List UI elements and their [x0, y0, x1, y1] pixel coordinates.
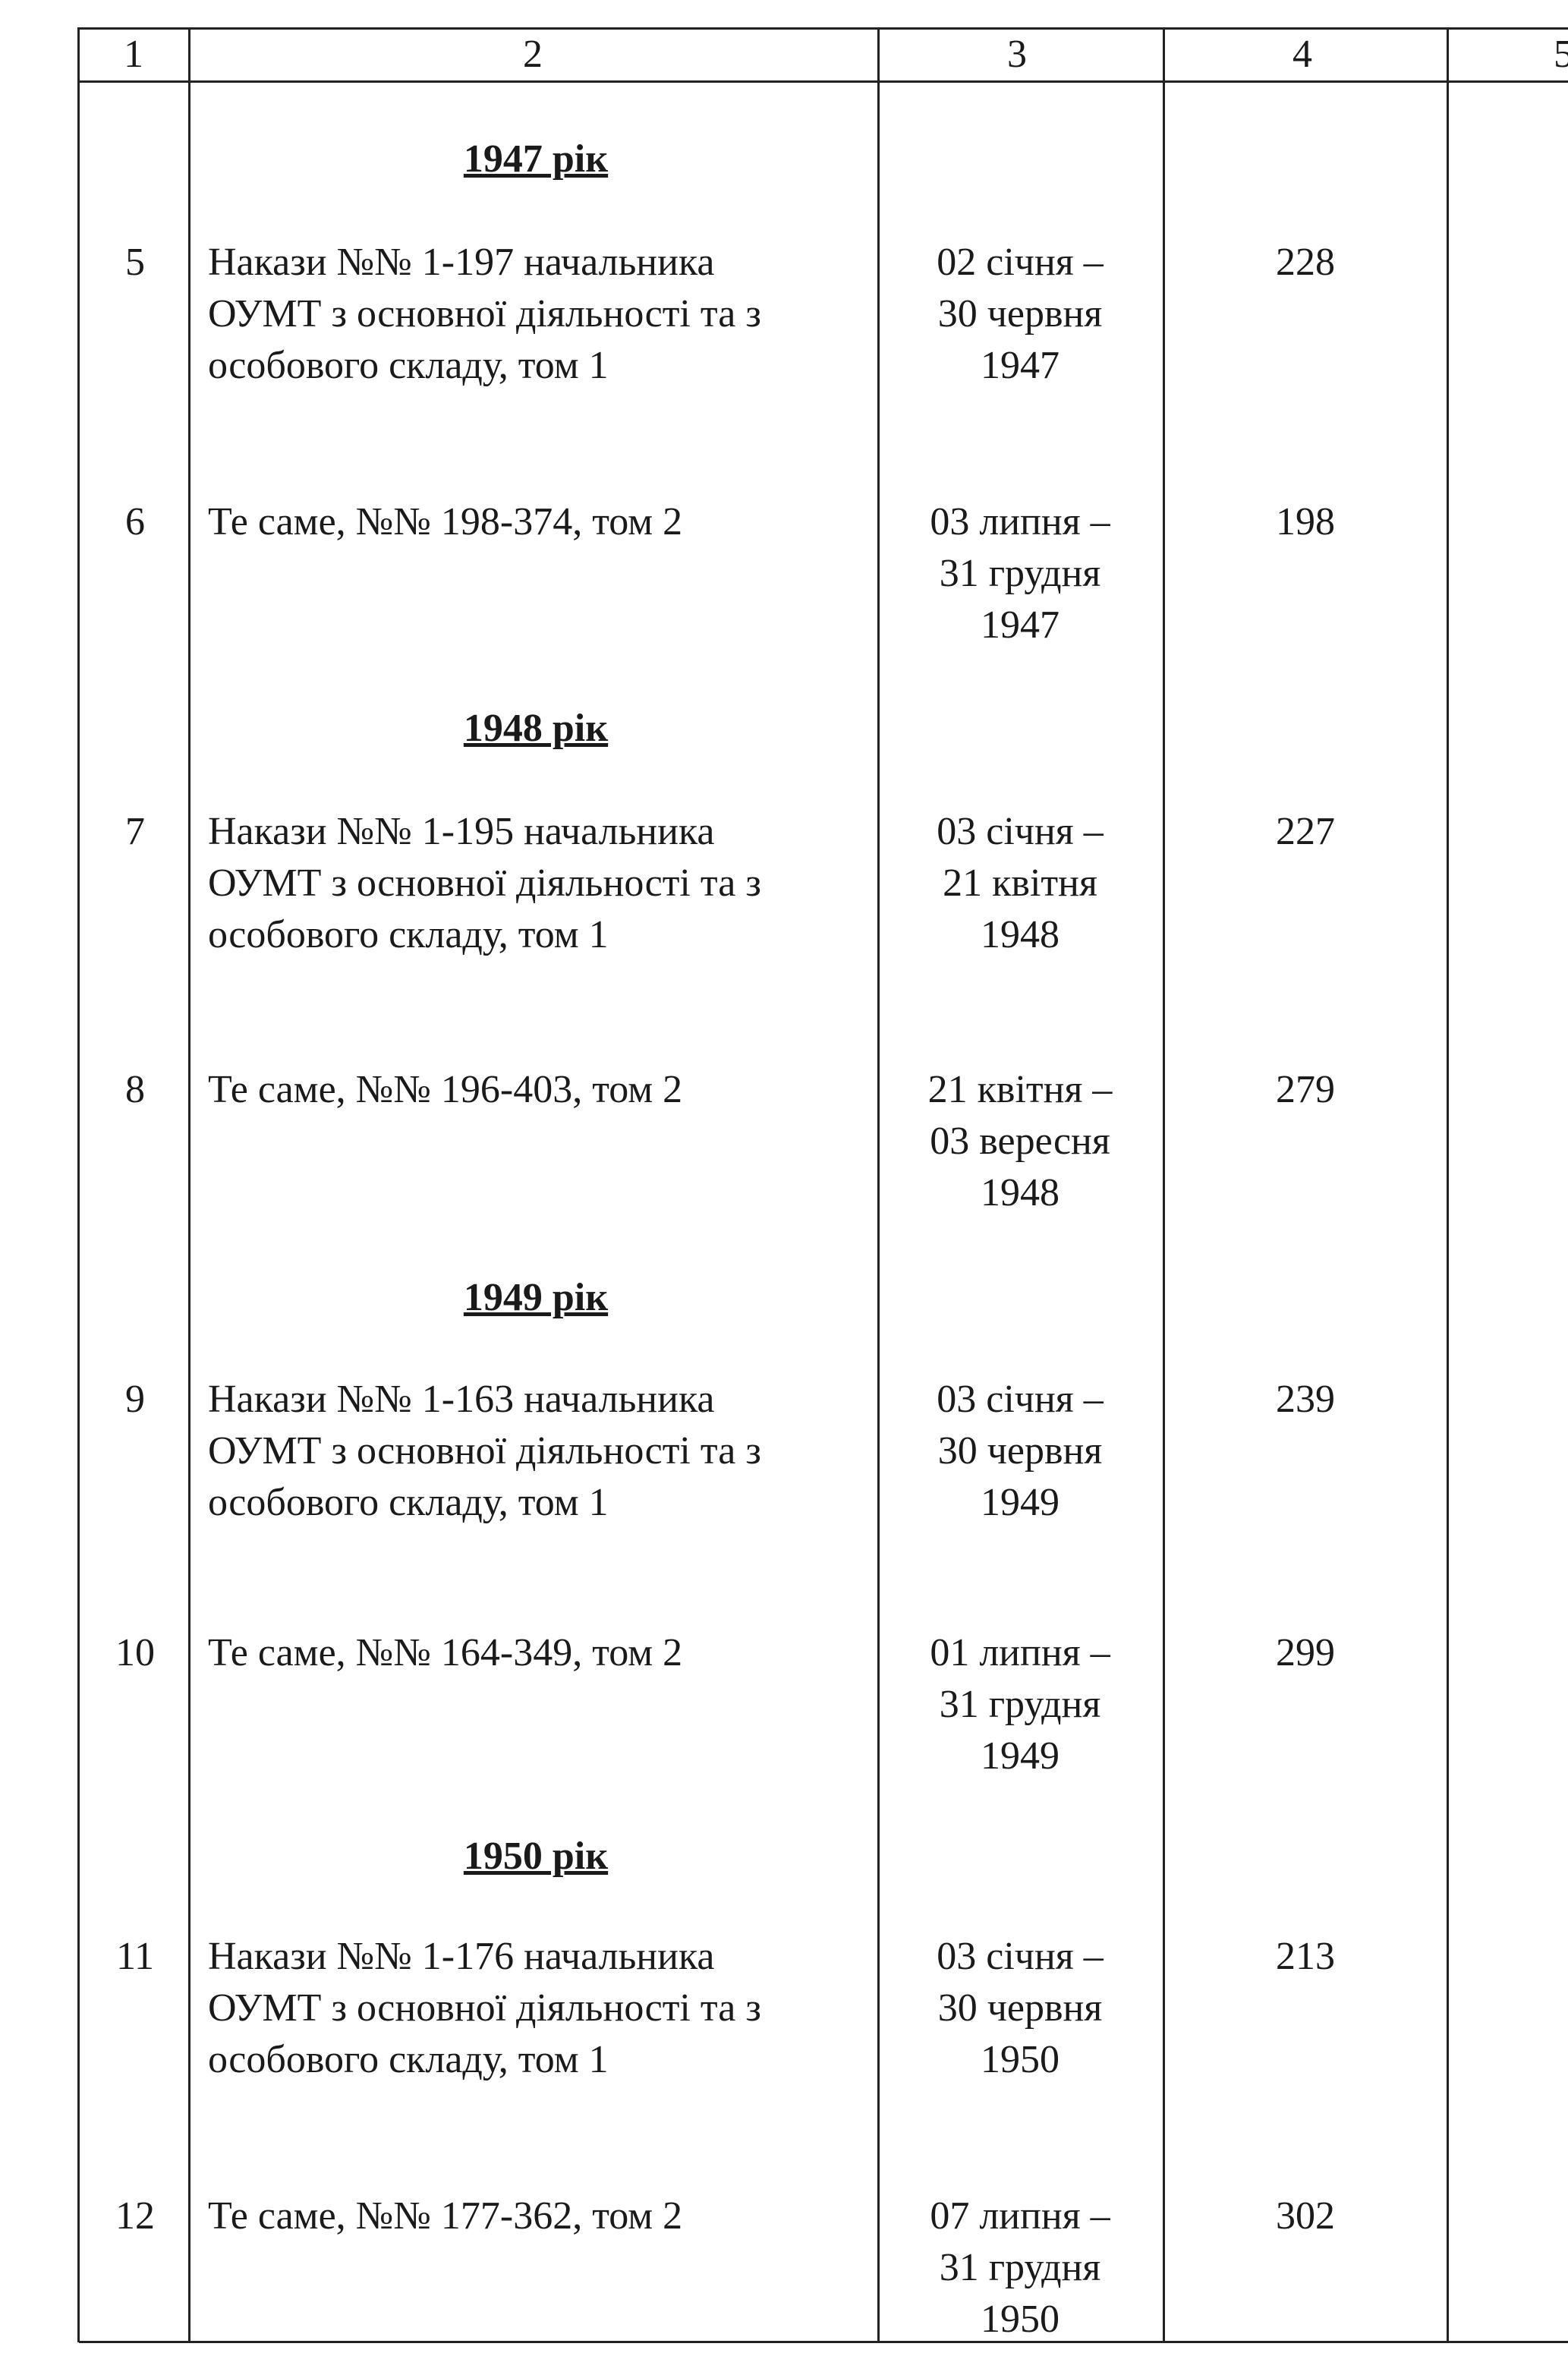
- dates: 1950: [981, 2038, 1060, 2081]
- description: Накази №№ 1-197 начальника: [208, 241, 715, 284]
- sheet-count: 279: [1276, 1068, 1335, 1111]
- dates: 03 липня –: [930, 500, 1110, 543]
- column-border: [1447, 27, 1449, 2342]
- year-heading: 1950 рік: [463, 1835, 609, 1878]
- description: Те саме, №№ 177-362, том 2: [208, 2194, 683, 2238]
- column-number: 4: [1292, 33, 1312, 76]
- sheet-count: 299: [1276, 1631, 1335, 1674]
- column-number: 1: [124, 33, 143, 76]
- description: Те саме, №№ 196-403, том 2: [208, 1068, 683, 1111]
- column-border: [1163, 27, 1165, 2342]
- description: ОУМТ з основної діяльності та з: [208, 292, 761, 335]
- year-heading: 1949 рік: [463, 1276, 609, 1319]
- description: особового складу, том 1: [208, 344, 609, 387]
- dates: 03 січня –: [937, 810, 1104, 853]
- description: особового складу, том 1: [208, 1481, 609, 1524]
- dates: 21 квітня: [943, 861, 1097, 905]
- dates: 03 січня –: [937, 1935, 1104, 1978]
- sheet-count: 198: [1276, 500, 1335, 543]
- column-border: [877, 27, 880, 2342]
- year-heading: 1948 рік: [463, 707, 609, 750]
- description: ОУМТ з основної діяльності та з: [208, 861, 761, 905]
- table-bottom-border: [79, 2341, 1568, 2343]
- dates: 01 липня –: [930, 1631, 1110, 1674]
- dates: 1947: [981, 603, 1060, 647]
- dates: 1949: [981, 1481, 1060, 1524]
- description: ОУМТ з основної діяльності та з: [208, 1986, 761, 2030]
- description: особового складу, том 1: [208, 913, 609, 956]
- column-number: 3: [1007, 33, 1027, 76]
- row-number: 11: [115, 1935, 155, 1978]
- description: Те саме, №№ 198-374, том 2: [208, 500, 683, 543]
- column-border: [77, 27, 80, 2342]
- description: Накази №№ 1-195 начальника: [208, 810, 715, 853]
- row-number: 10: [115, 1631, 155, 1674]
- dates: 07 липня –: [930, 2194, 1110, 2238]
- description: Накази №№ 1-163 начальника: [208, 1378, 715, 1421]
- dates: 21 квітня –: [927, 1068, 1113, 1111]
- dates: 1948: [981, 1171, 1060, 1214]
- row-number: 6: [125, 500, 145, 543]
- description: ОУМТ з основної діяльності та з: [208, 1429, 761, 1473]
- dates: 03 вересня: [930, 1120, 1110, 1163]
- header-bottom-border: [79, 80, 1568, 83]
- sheet-count: 302: [1276, 2194, 1335, 2238]
- dates: 1947: [981, 344, 1060, 387]
- dates: 1950: [981, 2298, 1060, 2341]
- description: Накази №№ 1-176 начальника: [208, 1935, 715, 1978]
- row-number: 7: [125, 810, 145, 853]
- table-top-border: [79, 27, 1568, 30]
- description: особового складу, том 1: [208, 2038, 609, 2081]
- row-number: 12: [115, 2194, 155, 2238]
- dates: 31 грудня: [939, 1683, 1101, 1726]
- dates: 30 червня: [937, 1986, 1103, 2030]
- sheet-count: 228: [1276, 241, 1335, 284]
- year-heading: 1947 рік: [463, 137, 609, 181]
- dates: 30 червня: [937, 292, 1103, 335]
- dates: 31 грудня: [939, 552, 1101, 595]
- dates: 30 червня: [937, 1429, 1103, 1473]
- description: Те саме, №№ 164-349, том 2: [208, 1631, 683, 1674]
- dates: 31 грудня: [939, 2246, 1101, 2289]
- dates: 03 січня –: [937, 1378, 1104, 1421]
- dates: 1949: [981, 1734, 1060, 1778]
- column-number: 2: [523, 33, 543, 76]
- row-number: 8: [125, 1068, 145, 1111]
- dates: 1948: [981, 913, 1060, 956]
- row-number: 5: [125, 241, 145, 284]
- sheet-count: 239: [1276, 1378, 1335, 1421]
- row-number: 9: [125, 1378, 145, 1421]
- column-number: 5: [1554, 33, 1568, 76]
- sheet-count: 227: [1276, 810, 1335, 853]
- sheet-count: 213: [1276, 1935, 1335, 1978]
- column-border: [188, 27, 190, 2342]
- dates: 02 січня –: [937, 241, 1104, 284]
